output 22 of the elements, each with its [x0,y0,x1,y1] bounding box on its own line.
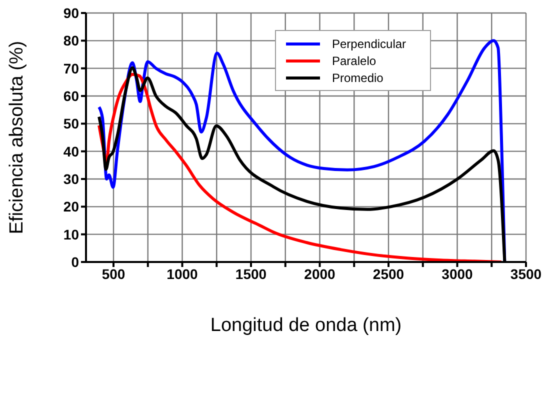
x-tick-label: 500 [102,266,126,282]
y-tick-label: 10 [63,226,80,242]
x-tick-label: 3000 [442,266,474,282]
legend-label: Perpendicular [332,36,406,50]
y-tick-label: 40 [63,143,80,160]
x-tick-label: 2000 [304,266,336,282]
x-tick-label: 1000 [166,266,198,282]
x-tick-label: 1500 [235,266,267,282]
x-axis-title: Longitud de onda (nm) [210,315,402,336]
y-tick-label: 60 [63,88,80,104]
y-tick-label: 70 [63,60,80,76]
y-tick-label: 0 [71,254,80,270]
x-tick-label: 3500 [510,266,542,282]
y-tick-label: 80 [63,32,80,49]
y-axis-title: Eficiencia absoluta (%) [6,40,28,234]
legend-label: Promedio [332,70,384,84]
legend-label: Paralelo [332,54,376,68]
y-tick-label: 30 [63,170,80,187]
y-tick-label: 20 [63,198,80,215]
y-tick-label: 50 [63,116,80,132]
y-tick-label: 90 [63,4,80,21]
x-tick-label: 2500 [372,266,404,282]
